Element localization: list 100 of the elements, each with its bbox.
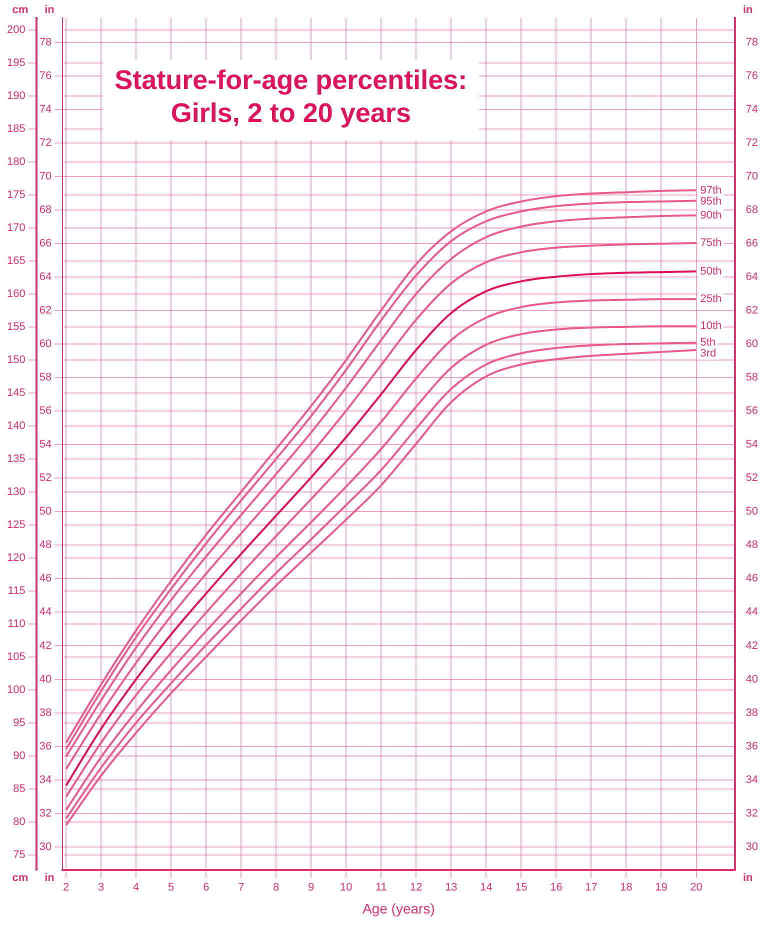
series-label: 97th xyxy=(700,184,722,196)
series-label: 10th xyxy=(700,320,722,332)
y3-tick-label: 76 xyxy=(746,70,758,82)
text: Stature-for-age percentiles: Girls, 2 to 20 years xyxy=(114,64,468,128)
series-label: 50th xyxy=(700,265,722,278)
y3-tick-label: 50 xyxy=(746,506,758,518)
y-tick-label: 90 xyxy=(13,750,26,762)
y-tick-label: 105 xyxy=(6,650,26,663)
y2-tick-label: 30 xyxy=(39,840,52,853)
y3-tick-label: 60 xyxy=(746,338,758,350)
y-tick-label: 180 xyxy=(6,156,26,168)
text: in xyxy=(44,4,54,16)
y3-tick-label: 32 xyxy=(746,807,758,820)
series-label: 3rd xyxy=(700,348,716,360)
y-tick-label: 120 xyxy=(6,552,26,564)
y-tick-label: 155 xyxy=(6,320,26,333)
y-tick-label: 80 xyxy=(13,816,26,828)
y-tick-label: 130 xyxy=(6,486,26,498)
y3-tick-label: 52 xyxy=(746,472,758,484)
y-tick-label: 115 xyxy=(8,584,26,597)
y2-tick-label: 66 xyxy=(39,237,52,250)
y3-tick-label: 38 xyxy=(746,706,758,719)
x-tick-label: 3 xyxy=(98,882,104,894)
y2-tick-label: 78 xyxy=(39,36,52,48)
text: cm xyxy=(12,4,28,16)
y3-tick-label: 46 xyxy=(746,572,758,585)
x-tick-label: 7 xyxy=(238,882,244,894)
y-tick-label: 175 xyxy=(6,188,26,201)
y-axis-title: cm xyxy=(12,872,28,884)
y-tick-label: 190 xyxy=(6,90,26,102)
y3-tick-label: 48 xyxy=(746,539,758,552)
y3-tick-label: 64 xyxy=(746,271,758,283)
y2-tick-label: 44 xyxy=(39,606,52,618)
x-tick-label: 2 xyxy=(63,882,70,894)
y2-tick-label: 68 xyxy=(39,204,52,216)
y-tick-label: 125 xyxy=(6,518,26,531)
y3-tick-label: 40 xyxy=(746,673,758,686)
x-tick-label: 8 xyxy=(273,882,280,894)
y-tick-label: 110 xyxy=(8,618,26,630)
y3-tick-label: 30 xyxy=(746,840,758,853)
y2-tick-label: 60 xyxy=(39,338,52,350)
y-tick-label: 170 xyxy=(6,222,26,234)
y-tick-label: 140 xyxy=(6,420,26,432)
y3-tick-label: 36 xyxy=(746,740,758,752)
y2-tick-label: 64 xyxy=(39,271,52,283)
x-tick-label: 12 xyxy=(410,882,422,894)
x-tick-label: 4 xyxy=(133,882,140,894)
y3-tick-label: 72 xyxy=(746,136,758,149)
y-tick-label: 100 xyxy=(6,684,26,696)
series-label: 5th xyxy=(700,336,716,349)
y2-tick-label: 70 xyxy=(39,170,52,182)
y-tick-label: 165 xyxy=(6,254,26,267)
x-tick-label: 10 xyxy=(340,882,352,894)
x-tick-label: 16 xyxy=(550,882,562,894)
y-tick-label: 85 xyxy=(13,782,26,795)
x-tick-label: 9 xyxy=(308,882,314,894)
y3-tick-label: 54 xyxy=(746,438,758,451)
y2-tick-label: 38 xyxy=(39,706,52,719)
x-tick-label: 20 xyxy=(690,882,702,894)
y3-tick-label: 44 xyxy=(746,606,758,618)
x-tick-label: 18 xyxy=(620,882,632,894)
y2-tick-label: 56 xyxy=(39,405,52,418)
y2-tick-label: 34 xyxy=(39,774,52,786)
y2-tick-label: 54 xyxy=(39,438,52,451)
y2-tick-label: 42 xyxy=(39,640,52,652)
x-tick-label: 6 xyxy=(203,882,210,894)
x-tick-label: 15 xyxy=(515,882,528,894)
y3-tick-label: 66 xyxy=(746,237,758,250)
x-tick-label: 14 xyxy=(480,882,492,894)
y2-axis-title: in xyxy=(44,872,55,884)
x-tick-label: 19 xyxy=(655,882,668,894)
y-tick-label: 150 xyxy=(6,354,26,366)
y2-tick-label: 46 xyxy=(39,572,52,585)
x-tick-label: 17 xyxy=(585,882,598,894)
y-tick-label: 95 xyxy=(13,716,26,729)
y3-tick-label: 42 xyxy=(746,640,758,652)
y-tick-label: 195 xyxy=(6,56,26,69)
series-label: 75th xyxy=(700,237,722,250)
y3-tick-label: 62 xyxy=(746,304,758,317)
y2-tick-label: 72 xyxy=(39,136,52,149)
y2-tick-label: 32 xyxy=(39,807,52,820)
text: in xyxy=(742,4,753,16)
x-tick-label: 5 xyxy=(168,882,174,894)
y2-tick-label: 48 xyxy=(39,539,52,552)
y2-tick-label: 50 xyxy=(39,506,52,518)
y-tick-label: 135 xyxy=(6,452,26,465)
x-tick-label: 13 xyxy=(445,882,458,894)
y-tick-label: 185 xyxy=(6,122,26,135)
y2-tick-label: 74 xyxy=(39,103,52,116)
y2-tick-label: 36 xyxy=(39,740,52,752)
y-tick-label: 200 xyxy=(6,24,26,36)
y3-tick-label: 56 xyxy=(746,405,758,418)
y3-tick-label: 74 xyxy=(746,103,758,116)
y3-tick-label: 68 xyxy=(746,204,758,216)
y2-tick-label: 76 xyxy=(39,70,52,82)
y3-axis-title: in xyxy=(742,872,754,884)
y-tick-label: 145 xyxy=(6,386,26,399)
y-tick-label: 75 xyxy=(13,848,26,861)
y2-tick-label: 52 xyxy=(39,472,52,484)
y2-tick-label: 40 xyxy=(39,673,52,686)
